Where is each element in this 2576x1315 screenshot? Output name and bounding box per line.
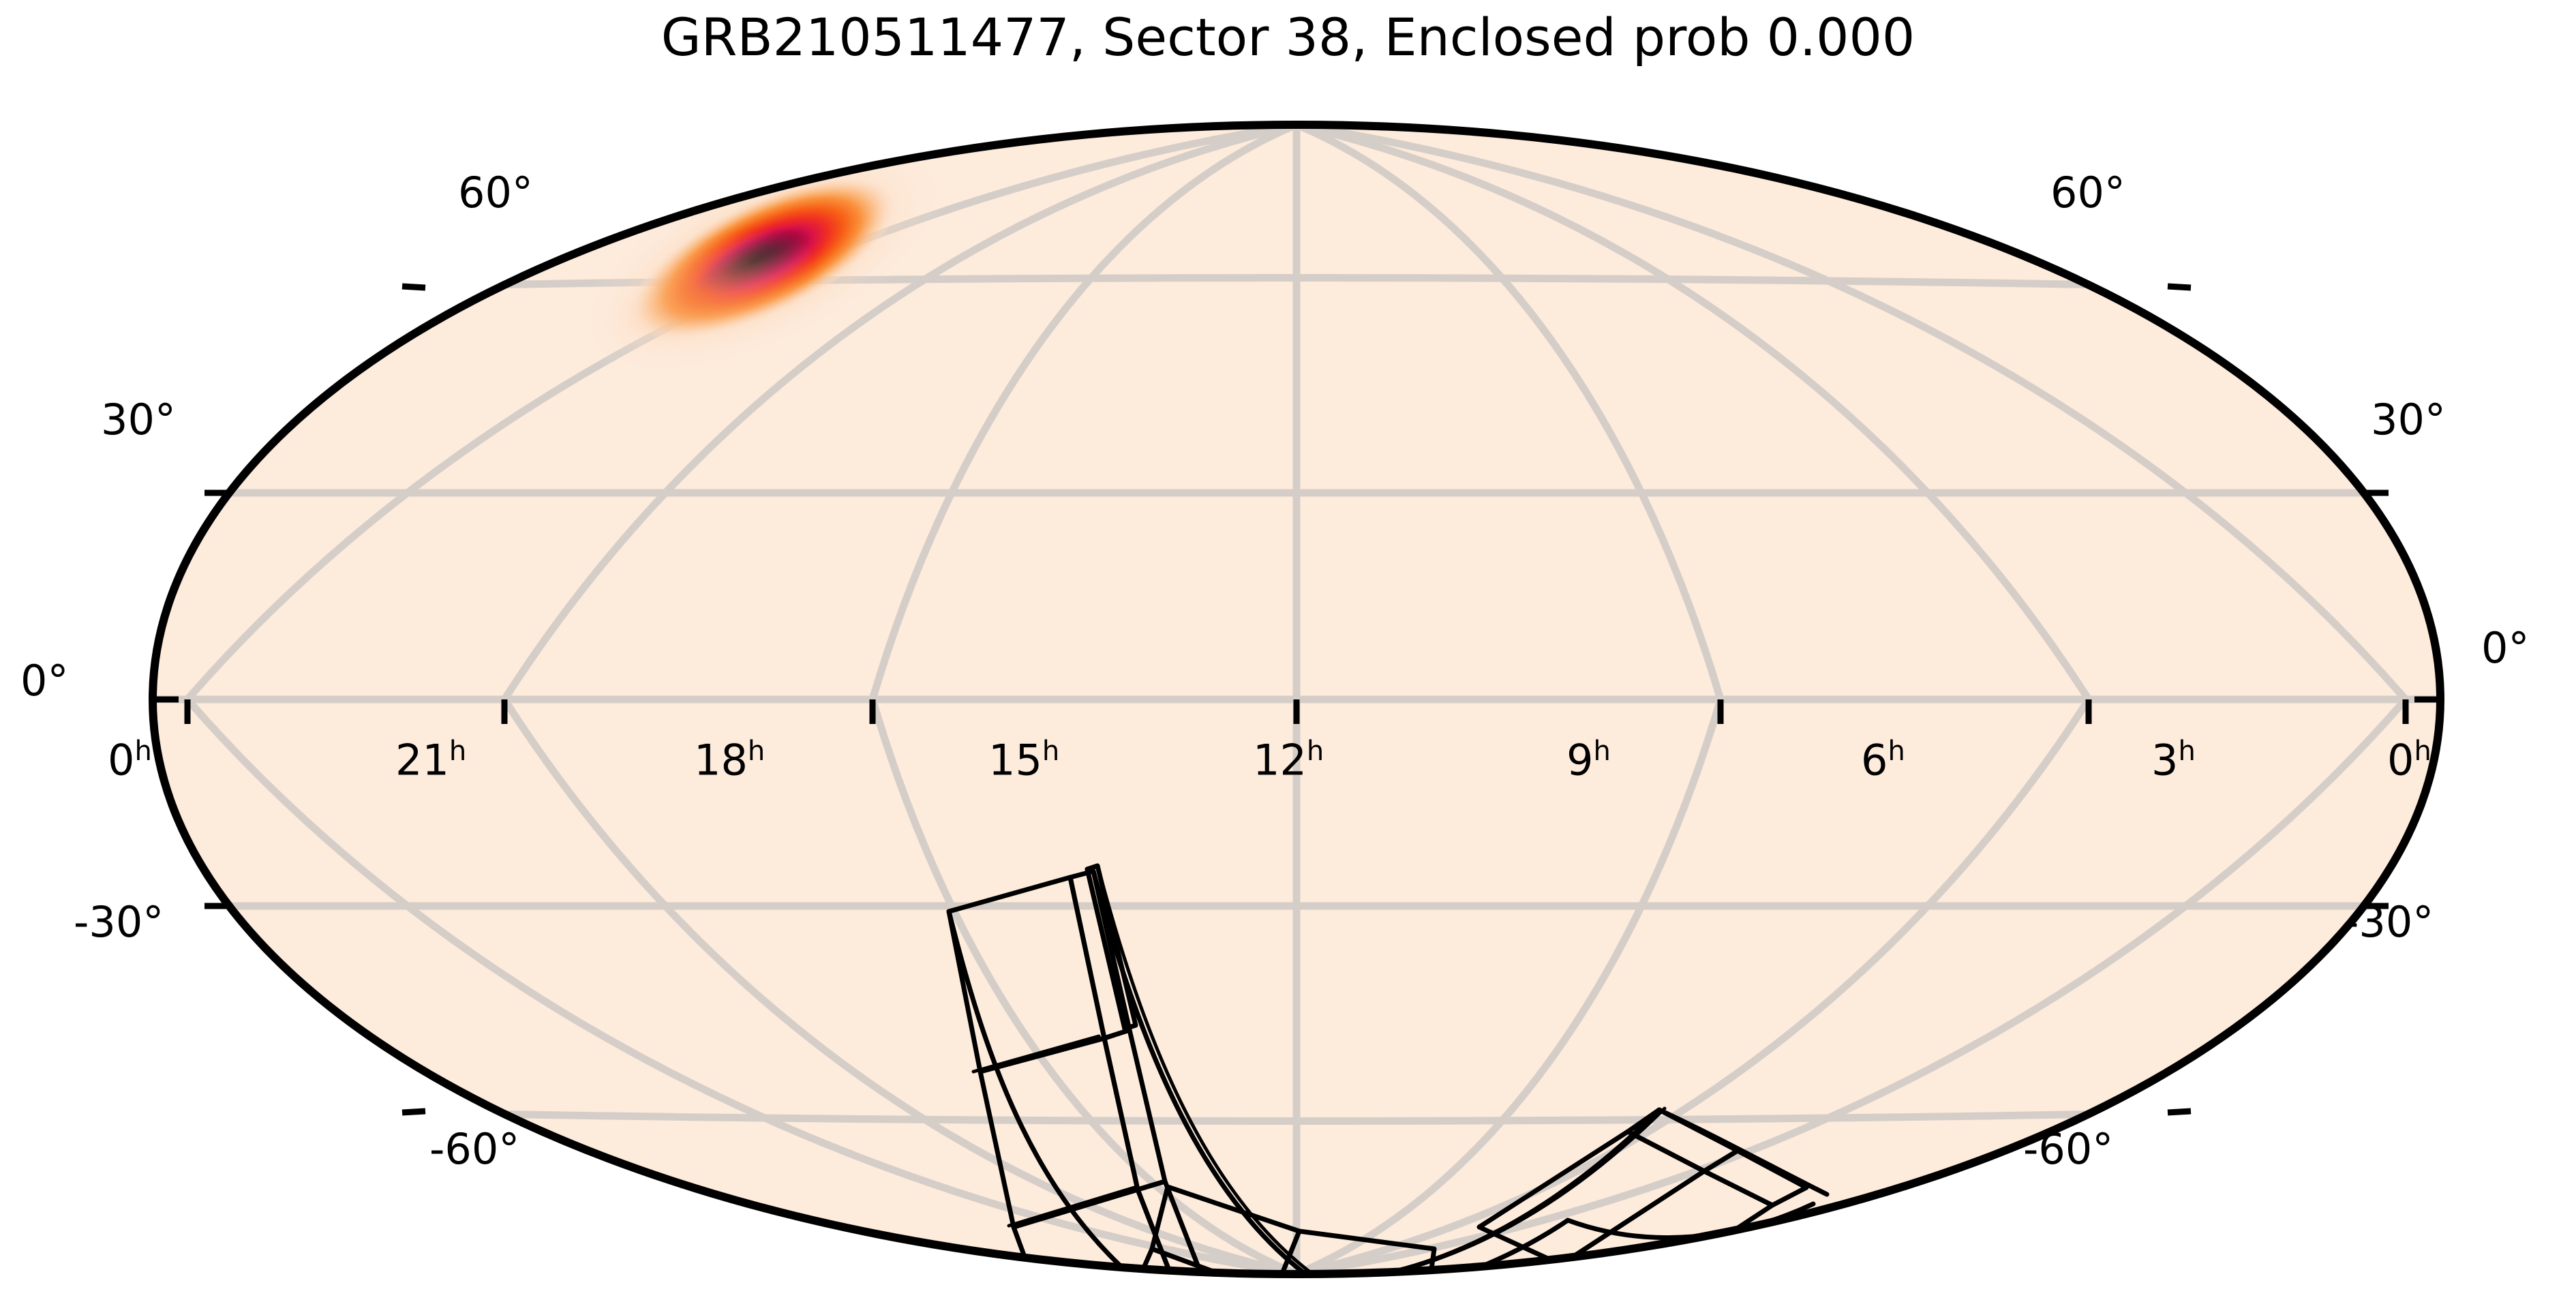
ra-tick-0h-right-value: 0 (2387, 735, 2414, 785)
ra-tick-15h-unit: h (1042, 736, 1060, 767)
ra-tick-15h: 15h (988, 738, 1059, 782)
ra-tick-18h-value: 18 (694, 735, 748, 785)
ra-tick-0h-left-unit: h (134, 736, 152, 767)
ra-tick-18h-unit: h (747, 736, 766, 767)
ra-tick-21h-value: 21 (395, 735, 449, 785)
page-title: GRB210511477, Sector 38, Enclosed prob 0… (661, 7, 1915, 67)
dec-tick-right-m60: -60° (2023, 1124, 2114, 1174)
ra-tick-0h-left-value: 0 (108, 735, 135, 785)
ra-tick-6h: 6h (1861, 738, 1905, 782)
dec-tick-right-30: 30° (2371, 395, 2446, 444)
ra-tick-3h: 3h (2151, 738, 2196, 782)
dec-tick-left-0: 0° (20, 656, 69, 706)
ra-tick-6h-value: 6 (1861, 735, 1888, 785)
ra-tick-15h-value: 15 (988, 735, 1042, 785)
ra-tick-3h-unit: h (2178, 736, 2196, 767)
ra-tick-3h-value: 3 (2151, 735, 2179, 785)
ra-tick-12h-value: 12 (1253, 735, 1307, 785)
ra-tick-0h-right: 0h (2387, 738, 2431, 782)
ra-tick-21h: 21h (395, 738, 466, 782)
ra-tick-12h: 12h (1253, 738, 1324, 782)
dec-tick-left-30: 30° (101, 395, 176, 444)
ra-tick-0h-left: 0h (108, 738, 152, 782)
axis-tick-marks (155, 283, 2438, 1116)
dec-tick-left-m30: -30° (74, 897, 164, 947)
grb-probability-heatmap (575, 138, 952, 378)
ra-tick-9h-unit: h (1593, 736, 1611, 767)
dec-tick-right-0: 0° (2481, 623, 2530, 673)
ra-tick-12h-unit: h (1306, 736, 1324, 767)
projection-boundary (149, 121, 2444, 1278)
ra-tick-21h-unit: h (449, 736, 467, 767)
dec-tick-right-m30: -30° (2344, 897, 2434, 947)
ra-tick-6h-unit: h (1888, 736, 1905, 767)
ra-tick-9h: 9h (1566, 738, 1611, 782)
ra-tick-9h-value: 9 (1566, 735, 1594, 785)
ra-tick-18h: 18h (694, 738, 765, 782)
ra-tick-0h-right-unit: h (2414, 736, 2431, 767)
dec-tick-left-60: 60° (458, 168, 533, 217)
dec-tick-left-m60: -60° (429, 1124, 520, 1174)
dec-tick-right-60: 60° (2050, 168, 2125, 217)
